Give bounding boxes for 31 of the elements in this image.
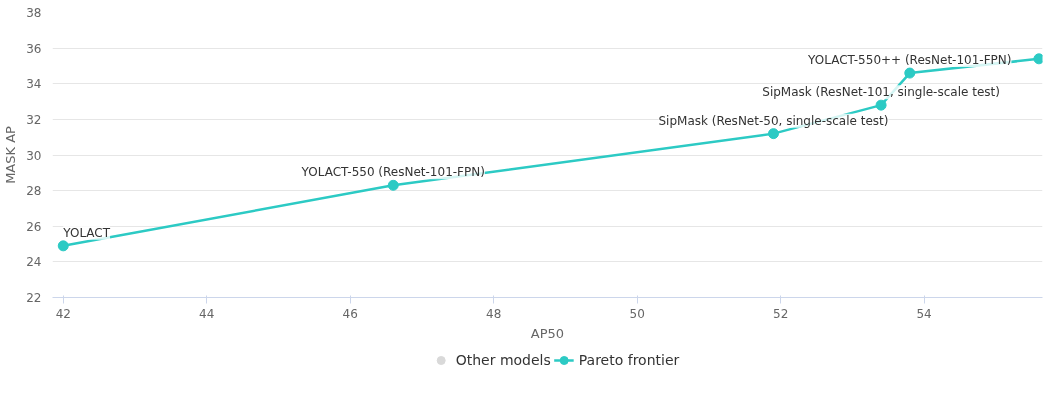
y-tick-label: 38 [26,6,42,20]
point [767,128,779,140]
x-tick-label: 42 [55,306,71,321]
x-tick-label: 54 [916,306,932,321]
point [387,179,399,191]
y-tick-label: 30 [26,148,42,163]
y-axis-title: MASK AP [3,125,19,184]
x-axis-title: AP50 [530,325,565,341]
legend-label: Other models [455,352,551,368]
y-tick-label: 34 [26,77,42,92]
y-tick-label: 36 [26,41,42,56]
y-tick-label: 26 [26,219,42,234]
annotation: YOLACT-550++ (ResNet-101-FPN) [807,53,1012,68]
x-tick-label: 50 [629,306,645,321]
annotation: SipMask (ResNet-50, single-scale test) [658,113,889,128]
point [1033,53,1043,65]
y-tick-label: 32 [26,112,42,127]
y-tick-label: 24 [26,255,42,270]
x-tick-label: 44 [199,306,215,321]
point [904,67,916,79]
y-tick-label: 22 [26,291,42,305]
annotation: YOLACT-550 (ResNet-101-FPN) [300,165,485,180]
x-tick-label: 52 [773,306,789,321]
legend-label: Pareto frontier [578,352,680,368]
point [57,240,69,252]
y-tick-label: 28 [26,184,42,199]
annotation: SipMask (ResNet-101, single-scale test) [762,85,1000,100]
annotation: YOLACT [62,225,111,240]
x-tick-label: 46 [342,306,358,321]
x-tick-label: 48 [486,306,502,321]
point [875,99,887,111]
